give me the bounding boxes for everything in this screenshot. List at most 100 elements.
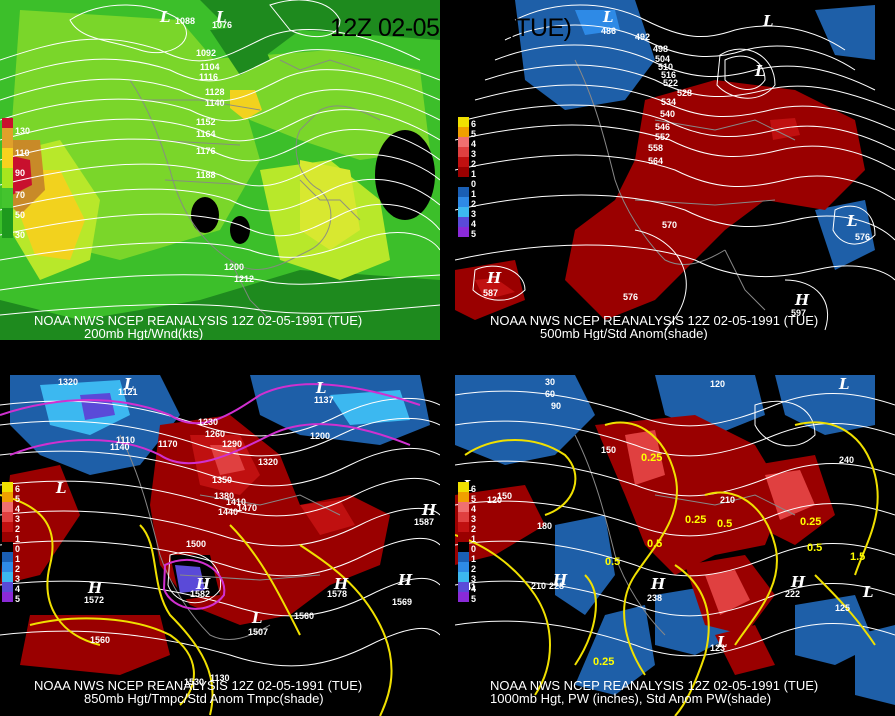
low-pressure-symbol: L bbox=[251, 609, 263, 627]
contour-label: 1092 bbox=[196, 48, 216, 58]
legend-label: 5 bbox=[471, 129, 477, 139]
map-500mb: 486 492 498 504 510 516 522 528 534 540 … bbox=[455, 0, 895, 331]
low-pressure-symbol: L bbox=[315, 379, 327, 397]
caption-line: NOAA NWS NCEP REANALYSIS 12Z 02-05-1991 … bbox=[490, 313, 819, 328]
contour-label: 238 bbox=[647, 593, 662, 603]
contour-label: 522 bbox=[663, 78, 678, 88]
panel-500mb: 486 492 498 504 510 516 522 528 534 540 … bbox=[455, 0, 895, 340]
contour-label: 1121 bbox=[118, 387, 138, 397]
low-pressure-symbol: L bbox=[55, 479, 67, 497]
pw-contour-label: 0.25 bbox=[800, 516, 821, 528]
contour-label: 546 bbox=[655, 122, 670, 132]
legend-label: 2 bbox=[471, 159, 477, 169]
contour-label: 1140 bbox=[110, 442, 130, 452]
legend-label: 2 bbox=[471, 524, 477, 534]
low-pressure-symbol: L bbox=[862, 583, 874, 601]
main-title: 12Z 02-05-1991 (TUE) bbox=[330, 14, 572, 42]
map-850mb: 1320 1230 1260 1290 1320 1350 1380 1410 … bbox=[0, 375, 440, 716]
pw-contour-label: 0.25 bbox=[593, 656, 614, 668]
contour-label: 1380 bbox=[214, 491, 234, 501]
panel-1000mb: 30 60 90 120 120 150 150 180 210 210 240… bbox=[455, 375, 895, 716]
contour-label: 498 bbox=[653, 44, 668, 54]
legend-label: 2 bbox=[471, 199, 477, 209]
high-pressure-symbol: H bbox=[421, 501, 437, 519]
pw-contour-label: 0.5 bbox=[717, 518, 732, 530]
legend-label: 110 bbox=[15, 148, 30, 158]
contour-label: 1260 bbox=[205, 429, 225, 439]
legend-label: 2 bbox=[15, 564, 21, 574]
legend-label: 3 bbox=[15, 574, 21, 584]
contour-label: 1500 bbox=[186, 539, 206, 549]
contour-label: 1076 bbox=[212, 20, 232, 30]
low-pressure-symbol: L bbox=[762, 12, 774, 30]
legend-label: 1 bbox=[471, 534, 477, 544]
contour-label: 210 bbox=[531, 581, 546, 591]
contour-label: 1560 bbox=[294, 611, 314, 621]
caption-500mb: NOAA NWS NCEP REANALYSIS 12Z 02-05-1991 … bbox=[490, 314, 818, 340]
legend-label: 5 bbox=[15, 494, 21, 504]
contour-label: 1530 bbox=[184, 677, 204, 687]
pw-contour-label: 0.25 bbox=[641, 452, 662, 464]
legend-200mb: 130 110 90 70 50 30 bbox=[2, 118, 30, 240]
low-pressure-symbol: L bbox=[754, 62, 766, 80]
contour-label: 1320 bbox=[58, 377, 78, 387]
legend-label: 30 bbox=[15, 230, 26, 240]
legend-label: 1 bbox=[471, 169, 477, 179]
contour-label: 1350 bbox=[212, 475, 232, 485]
high-pressure-symbol: H bbox=[486, 269, 502, 287]
pw-contour-label: 1.5 bbox=[850, 551, 865, 563]
contour-label: 1152 bbox=[196, 117, 216, 127]
contour-label: 564 bbox=[648, 156, 663, 166]
caption-line: NOAA NWS NCEP REANALYSIS 12Z 02-05-1991 … bbox=[34, 678, 363, 693]
contour-label: 1578 bbox=[327, 589, 347, 599]
legend-label: 3 bbox=[471, 209, 477, 219]
caption-line: 850mb Hgt/Tmpc/Std Anom Tmpc(shade) bbox=[84, 691, 324, 706]
contour-label: 60 bbox=[545, 389, 555, 399]
caption-line: 200mb Hgt/Wnd(kts) bbox=[84, 326, 204, 340]
caption-850mb: NOAA NWS NCEP REANALYSIS 12Z 02-05-1991 … bbox=[34, 679, 362, 705]
contour-label: 1200 bbox=[224, 262, 244, 272]
contour-label: 1104 bbox=[200, 62, 220, 72]
contour-label: 222 bbox=[785, 589, 800, 599]
legend-label: 4 bbox=[471, 219, 477, 229]
legend-label: 2 bbox=[471, 564, 477, 574]
contour-label: 576 bbox=[855, 232, 870, 242]
legend-label: 2 bbox=[15, 524, 21, 534]
legend-label: 3 bbox=[471, 514, 477, 524]
pw-contour-label: 0.5 bbox=[605, 556, 620, 568]
high-pressure-symbol: H bbox=[87, 579, 103, 597]
high-pressure-symbol: H bbox=[552, 571, 568, 589]
panel-850mb: 1320 1230 1260 1290 1320 1350 1380 1410 … bbox=[0, 375, 440, 716]
legend-label: 90 bbox=[15, 168, 26, 178]
contour-label: 1212 bbox=[234, 274, 254, 284]
legend-label: 4 bbox=[471, 584, 477, 594]
contour-label: 125 bbox=[835, 603, 850, 613]
contour-label: 528 bbox=[677, 88, 692, 98]
high-pressure-symbol: H bbox=[195, 575, 211, 593]
high-pressure-symbol: H bbox=[794, 291, 810, 309]
caption-200mb: NOAA NWS NCEP REANALYSIS 12Z 02-05-1991 … bbox=[34, 314, 362, 340]
contour-label: 1170 bbox=[158, 439, 178, 449]
contour-label: 504 bbox=[655, 54, 670, 64]
contour-label: 570 bbox=[662, 220, 677, 230]
high-pressure-symbol: H bbox=[790, 573, 806, 591]
contour-label: 1320 bbox=[258, 457, 278, 467]
contour-label: 1176 bbox=[196, 146, 216, 156]
low-pressure-symbol: L bbox=[159, 8, 171, 26]
legend-label: 6 bbox=[471, 119, 477, 129]
low-pressure-symbol: L bbox=[215, 8, 227, 26]
legend-label: 5 bbox=[471, 229, 477, 239]
contour-label: 30 bbox=[545, 377, 555, 387]
legend-label: 70 bbox=[15, 190, 26, 200]
legend-label: 0 bbox=[471, 179, 477, 189]
legend-label: 4 bbox=[15, 584, 21, 594]
contour-label: 1560 bbox=[90, 635, 110, 645]
contour-label: 1507 bbox=[248, 627, 268, 637]
legend-label: 1 bbox=[15, 534, 21, 544]
legend-label: 1 bbox=[471, 554, 477, 564]
contour-label: 1569 bbox=[392, 597, 412, 607]
legend-label: 1 bbox=[15, 554, 21, 564]
low-pressure-symbol: L bbox=[602, 8, 614, 26]
legend-500mb: 6 5 4 3 2 1 0 1 2 3 4 5 bbox=[458, 117, 476, 239]
